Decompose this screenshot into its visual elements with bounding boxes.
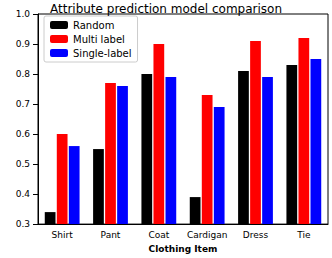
svg-text:0.9: 0.9 [16,39,31,49]
svg-text:0.8: 0.8 [16,69,31,79]
svg-text:0.5: 0.5 [16,159,30,169]
svg-text:Multi label: Multi label [73,34,125,45]
svg-text:1.0: 1.0 [16,9,31,19]
svg-text:0.7: 0.7 [16,99,30,109]
svg-text:Cardigan: Cardigan [187,230,228,240]
svg-text:Attribute prediction model com: Attribute prediction model comparison [50,2,282,16]
svg-text:0.3: 0.3 [16,219,30,229]
svg-text:0.6: 0.6 [16,129,31,139]
svg-text:Single-label: Single-label [73,48,132,59]
svg-text:Pant: Pant [101,230,121,240]
svg-text:Clothing Item: Clothing Item [149,244,218,254]
svg-text:Random: Random [73,20,114,31]
svg-text:0.4: 0.4 [16,189,31,199]
svg-text:Dress: Dress [243,230,269,240]
svg-text:Shirt: Shirt [52,230,74,240]
svg-text:Tie: Tie [296,230,311,240]
svg-text:Coat: Coat [148,230,169,240]
